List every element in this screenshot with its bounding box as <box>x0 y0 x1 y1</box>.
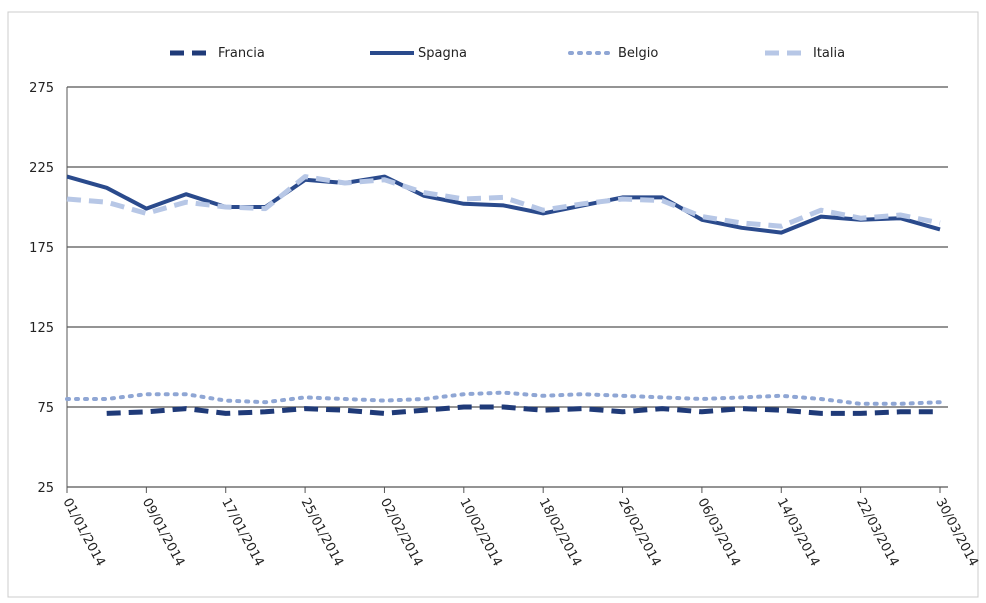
series-line <box>106 404 940 416</box>
x-tick-label: 01/01/2014 <box>59 496 107 569</box>
legend-label: Spagna <box>418 46 467 61</box>
legend-label: Francia <box>218 46 265 61</box>
legend-label: Belgio <box>618 46 658 61</box>
y-tick-label: 75 <box>37 401 54 416</box>
y-tick-label: 225 <box>29 161 54 176</box>
y-tick-label: 25 <box>37 481 54 496</box>
series-line <box>65 390 942 406</box>
x-tick-label: 14/03/2014 <box>774 496 822 569</box>
x-tick-label: 22/03/2014 <box>853 496 901 569</box>
y-tick-label: 175 <box>29 241 54 256</box>
chart-frame <box>7 11 979 598</box>
series-line <box>66 174 941 235</box>
y-tick-label: 275 <box>29 81 54 96</box>
x-tick-label: 02/02/2014 <box>377 496 425 569</box>
y-tick-label: 125 <box>29 321 54 336</box>
x-tick-label: 18/02/2014 <box>536 496 584 569</box>
series-line <box>66 174 941 229</box>
x-tick-label: 10/02/2014 <box>456 496 504 569</box>
x-tick-label: 06/03/2014 <box>694 496 742 569</box>
x-tick-label: 26/02/2014 <box>615 496 663 569</box>
x-tick-label: 09/01/2014 <box>139 496 187 569</box>
legend-label: Italia <box>813 46 845 61</box>
x-tick-label: 17/01/2014 <box>218 496 266 569</box>
x-tick-label: 30/03/2014 <box>932 496 980 569</box>
x-tick-label: 25/01/2014 <box>298 496 346 569</box>
